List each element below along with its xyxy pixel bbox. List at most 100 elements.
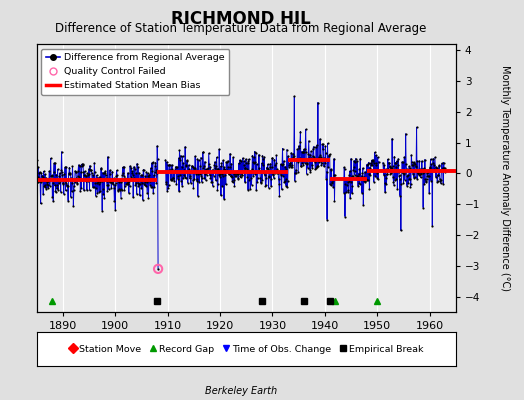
Point: [401, 169, 409, 175]
Point: [193, 178, 201, 184]
Point: [100, 195, 108, 202]
Point: [326, 181, 334, 188]
Point: [257, 180, 265, 186]
Point: [330, 156, 339, 162]
Point: [50, 160, 58, 166]
Point: [397, 227, 405, 234]
Point: [189, 164, 197, 170]
Point: [144, 195, 152, 202]
Point: [63, 182, 71, 188]
Point: [175, 188, 183, 194]
Point: [113, 176, 122, 183]
Point: [154, 266, 162, 272]
Point: [407, 181, 415, 187]
Point: [428, 222, 436, 229]
Point: [46, 176, 54, 183]
Point: [352, 155, 360, 162]
Point: [51, 188, 60, 194]
Point: [217, 171, 226, 178]
Point: [182, 162, 191, 168]
Point: [92, 172, 101, 178]
Point: [172, 181, 181, 187]
Point: [434, 172, 443, 178]
Point: [372, 152, 380, 158]
Point: [43, 181, 51, 187]
Point: [56, 178, 64, 184]
Point: [440, 164, 449, 171]
Point: [143, 190, 151, 196]
Point: [264, 161, 272, 168]
Point: [356, 155, 365, 162]
Point: [206, 163, 214, 170]
Point: [357, 173, 366, 179]
Point: [325, 151, 334, 158]
Point: [244, 160, 252, 166]
Point: [91, 169, 99, 175]
Point: [354, 173, 362, 179]
Point: [372, 160, 380, 166]
Point: [214, 165, 223, 172]
Point: [89, 176, 97, 182]
Point: [231, 172, 239, 179]
Point: [228, 178, 236, 184]
Point: [212, 177, 220, 184]
Point: [49, 198, 58, 204]
Point: [115, 179, 123, 186]
Point: [310, 154, 319, 160]
Point: [114, 188, 123, 194]
Point: [429, 160, 437, 166]
Point: [243, 166, 251, 173]
Point: [259, 170, 268, 177]
Point: [217, 160, 226, 166]
Point: [369, 158, 377, 164]
Point: [438, 166, 446, 173]
Point: [127, 164, 135, 171]
Point: [69, 203, 78, 209]
Point: [307, 155, 315, 161]
Point: [256, 168, 264, 175]
Point: [181, 174, 189, 180]
Point: [200, 162, 208, 169]
Point: [330, 198, 339, 204]
Point: [396, 176, 405, 182]
Point: [166, 167, 174, 173]
Point: [144, 170, 152, 176]
Point: [119, 173, 128, 179]
Point: [59, 181, 67, 187]
Point: [278, 162, 286, 168]
Legend: Station Move, Record Gap, Time of Obs. Change, Empirical Break: Station Move, Record Gap, Time of Obs. C…: [65, 341, 428, 357]
Point: [72, 175, 81, 181]
Point: [279, 173, 287, 179]
Point: [299, 162, 308, 169]
Point: [181, 144, 189, 150]
Point: [171, 164, 180, 170]
Point: [118, 164, 127, 171]
Point: [383, 181, 391, 188]
Point: [381, 166, 390, 172]
Point: [126, 183, 134, 189]
Point: [401, 130, 410, 137]
Point: [342, 188, 351, 195]
Point: [425, 165, 434, 171]
Point: [165, 167, 173, 174]
Point: [384, 166, 392, 173]
Point: [138, 180, 147, 186]
Point: [52, 172, 61, 178]
Point: [284, 153, 292, 159]
Point: [80, 172, 89, 178]
Point: [124, 179, 133, 185]
Point: [278, 186, 286, 192]
Point: [203, 169, 212, 175]
Point: [107, 180, 116, 186]
Point: [421, 176, 430, 182]
Point: [57, 189, 65, 195]
Point: [231, 183, 239, 190]
Point: [267, 164, 276, 170]
Point: [132, 180, 140, 186]
Point: [431, 154, 439, 161]
Point: [432, 174, 440, 180]
Point: [343, 178, 352, 185]
Point: [92, 185, 100, 192]
Point: [369, 157, 378, 163]
Point: [341, 166, 349, 172]
